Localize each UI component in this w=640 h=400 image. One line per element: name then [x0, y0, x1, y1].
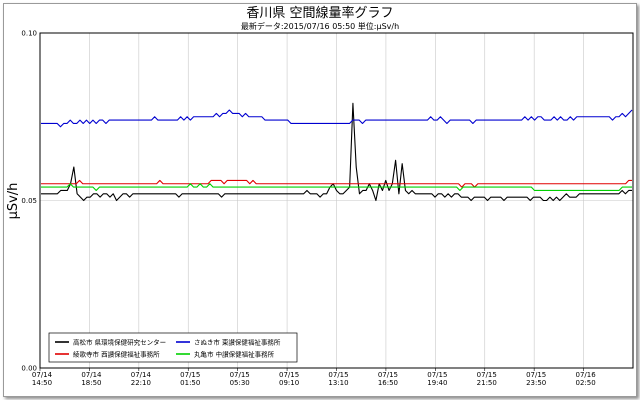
x-tick-time: 01:50 [180, 379, 200, 387]
x-tick-date: 07/14 [81, 371, 102, 379]
legend-label-3: 丸亀市 中讃保健福祉事務所 [194, 349, 275, 358]
chart-subtitle: 最新データ:2015/07/16 05:50 単位:μSv/h [241, 21, 399, 31]
y-tick-label: 0.05 [21, 197, 37, 205]
x-tick-time: 22:10 [131, 379, 151, 387]
series-line-2 [41, 179, 632, 188]
x-tick-date: 07/14 [131, 371, 152, 379]
x-tick-date: 07/15 [230, 371, 250, 379]
legend-label-1: さぬき市 東讃保健福祉事務所 [194, 337, 281, 346]
series-line-1 [41, 109, 633, 128]
x-tick-time: 02:50 [575, 379, 595, 387]
x-tick-time: 21:50 [477, 379, 497, 387]
legend-label-0: 高松市 県環境保健研究センター [73, 337, 166, 346]
x-tick-time: 09:10 [279, 379, 299, 387]
y-tick-label: 0.10 [21, 30, 37, 38]
legend-box [48, 332, 298, 363]
x-tick-time: 23:50 [526, 379, 546, 387]
series-line-0 [41, 102, 632, 202]
y-axis-label: μSv/h [6, 183, 21, 220]
x-tick-time: 19:40 [427, 379, 447, 387]
x-tick-time: 18:50 [81, 379, 101, 387]
x-tick-time: 16:50 [378, 379, 398, 387]
x-tick-date: 07/15 [526, 371, 546, 379]
legend-label-2: 綾歌寺市 西讃保健福祉事務所 [73, 349, 160, 358]
x-tick-time: 05:30 [230, 379, 250, 387]
x-tick-date: 07/15 [180, 371, 200, 379]
x-tick-date: 07/15 [427, 371, 447, 379]
x-tick-date: 07/15 [279, 371, 299, 379]
series-line-3 [41, 183, 632, 191]
x-tick-date: 07/16 [575, 371, 596, 379]
x-tick-time: 13:10 [328, 379, 348, 387]
x-tick-date: 07/15 [328, 371, 348, 379]
chart-title: 香川県 空間線量率グラフ [246, 5, 393, 21]
y-tick-label: 0.00 [21, 365, 37, 373]
x-tick-date: 07/14 [32, 371, 53, 379]
x-tick-date: 07/15 [378, 371, 398, 379]
x-tick-date: 07/15 [477, 371, 497, 379]
x-tick-time: 14:50 [32, 379, 52, 387]
